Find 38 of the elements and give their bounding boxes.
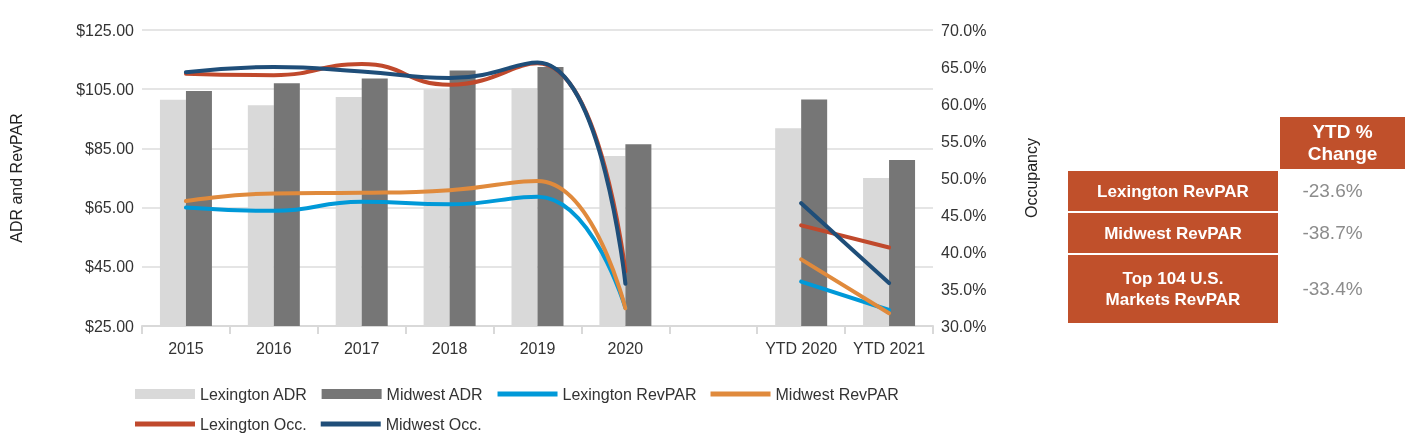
y2-tick-label: 60.0% [941,95,987,113]
legend-label: Lexington RevPAR [562,385,697,403]
text: -38.7% [1302,222,1363,243]
text: -33.4% [1302,278,1363,299]
x-tick-label: 2019 [519,339,556,357]
legend-label: Midwest ADR [386,385,483,403]
y-tick-label: $85.00 [85,139,135,157]
x-tick-label: YTD 2021 [853,339,926,357]
text: YTD % Change [1280,117,1405,169]
y-axis-title: ADR and RevPAR [7,113,25,243]
y2-tick-label: 50.0% [941,169,987,187]
y2-tick-label: 40.0% [941,243,987,261]
y-tick-label: $125.00 [76,21,135,39]
category-label: Top 104 U.S. Markets RevPAR [1068,255,1278,323]
x-tick-label: 2015 [168,339,204,357]
y2-tick-label: 70.0% [941,21,987,39]
y2-tick-label: 45.0% [941,206,987,224]
y2-axis-title: Occupancy [1022,137,1040,219]
y2-tick-label: 55.0% [941,132,987,150]
x-tick-label: 2018 [431,339,468,357]
y2-tick-label: 65.0% [941,58,987,76]
category-label: Midwest RevPAR [1068,213,1278,253]
legend-label: Midwest Occ. [385,415,482,433]
y-tick-label: $45.00 [85,258,135,276]
legend-label: Midwest RevPAR [775,385,899,403]
x-tick-label: 2020 [607,339,644,357]
category-label: Lexington RevPAR [1068,171,1278,211]
legend-label: Lexington Occ. [200,415,307,433]
y-tick-label: $65.00 [85,199,135,217]
y-tick-label: $25.00 [85,317,135,335]
text: -23.6% [1302,180,1363,201]
legend-label: Lexington ADR [200,385,307,403]
y-tick-label: $105.00 [76,80,135,98]
x-tick-label: 2016 [256,339,292,357]
x-tick-label: YTD 2020 [765,339,838,357]
x-tick-label: 2017 [343,339,380,357]
y2-tick-label: 30.0% [941,317,987,335]
y2-tick-label: 35.0% [941,280,987,298]
